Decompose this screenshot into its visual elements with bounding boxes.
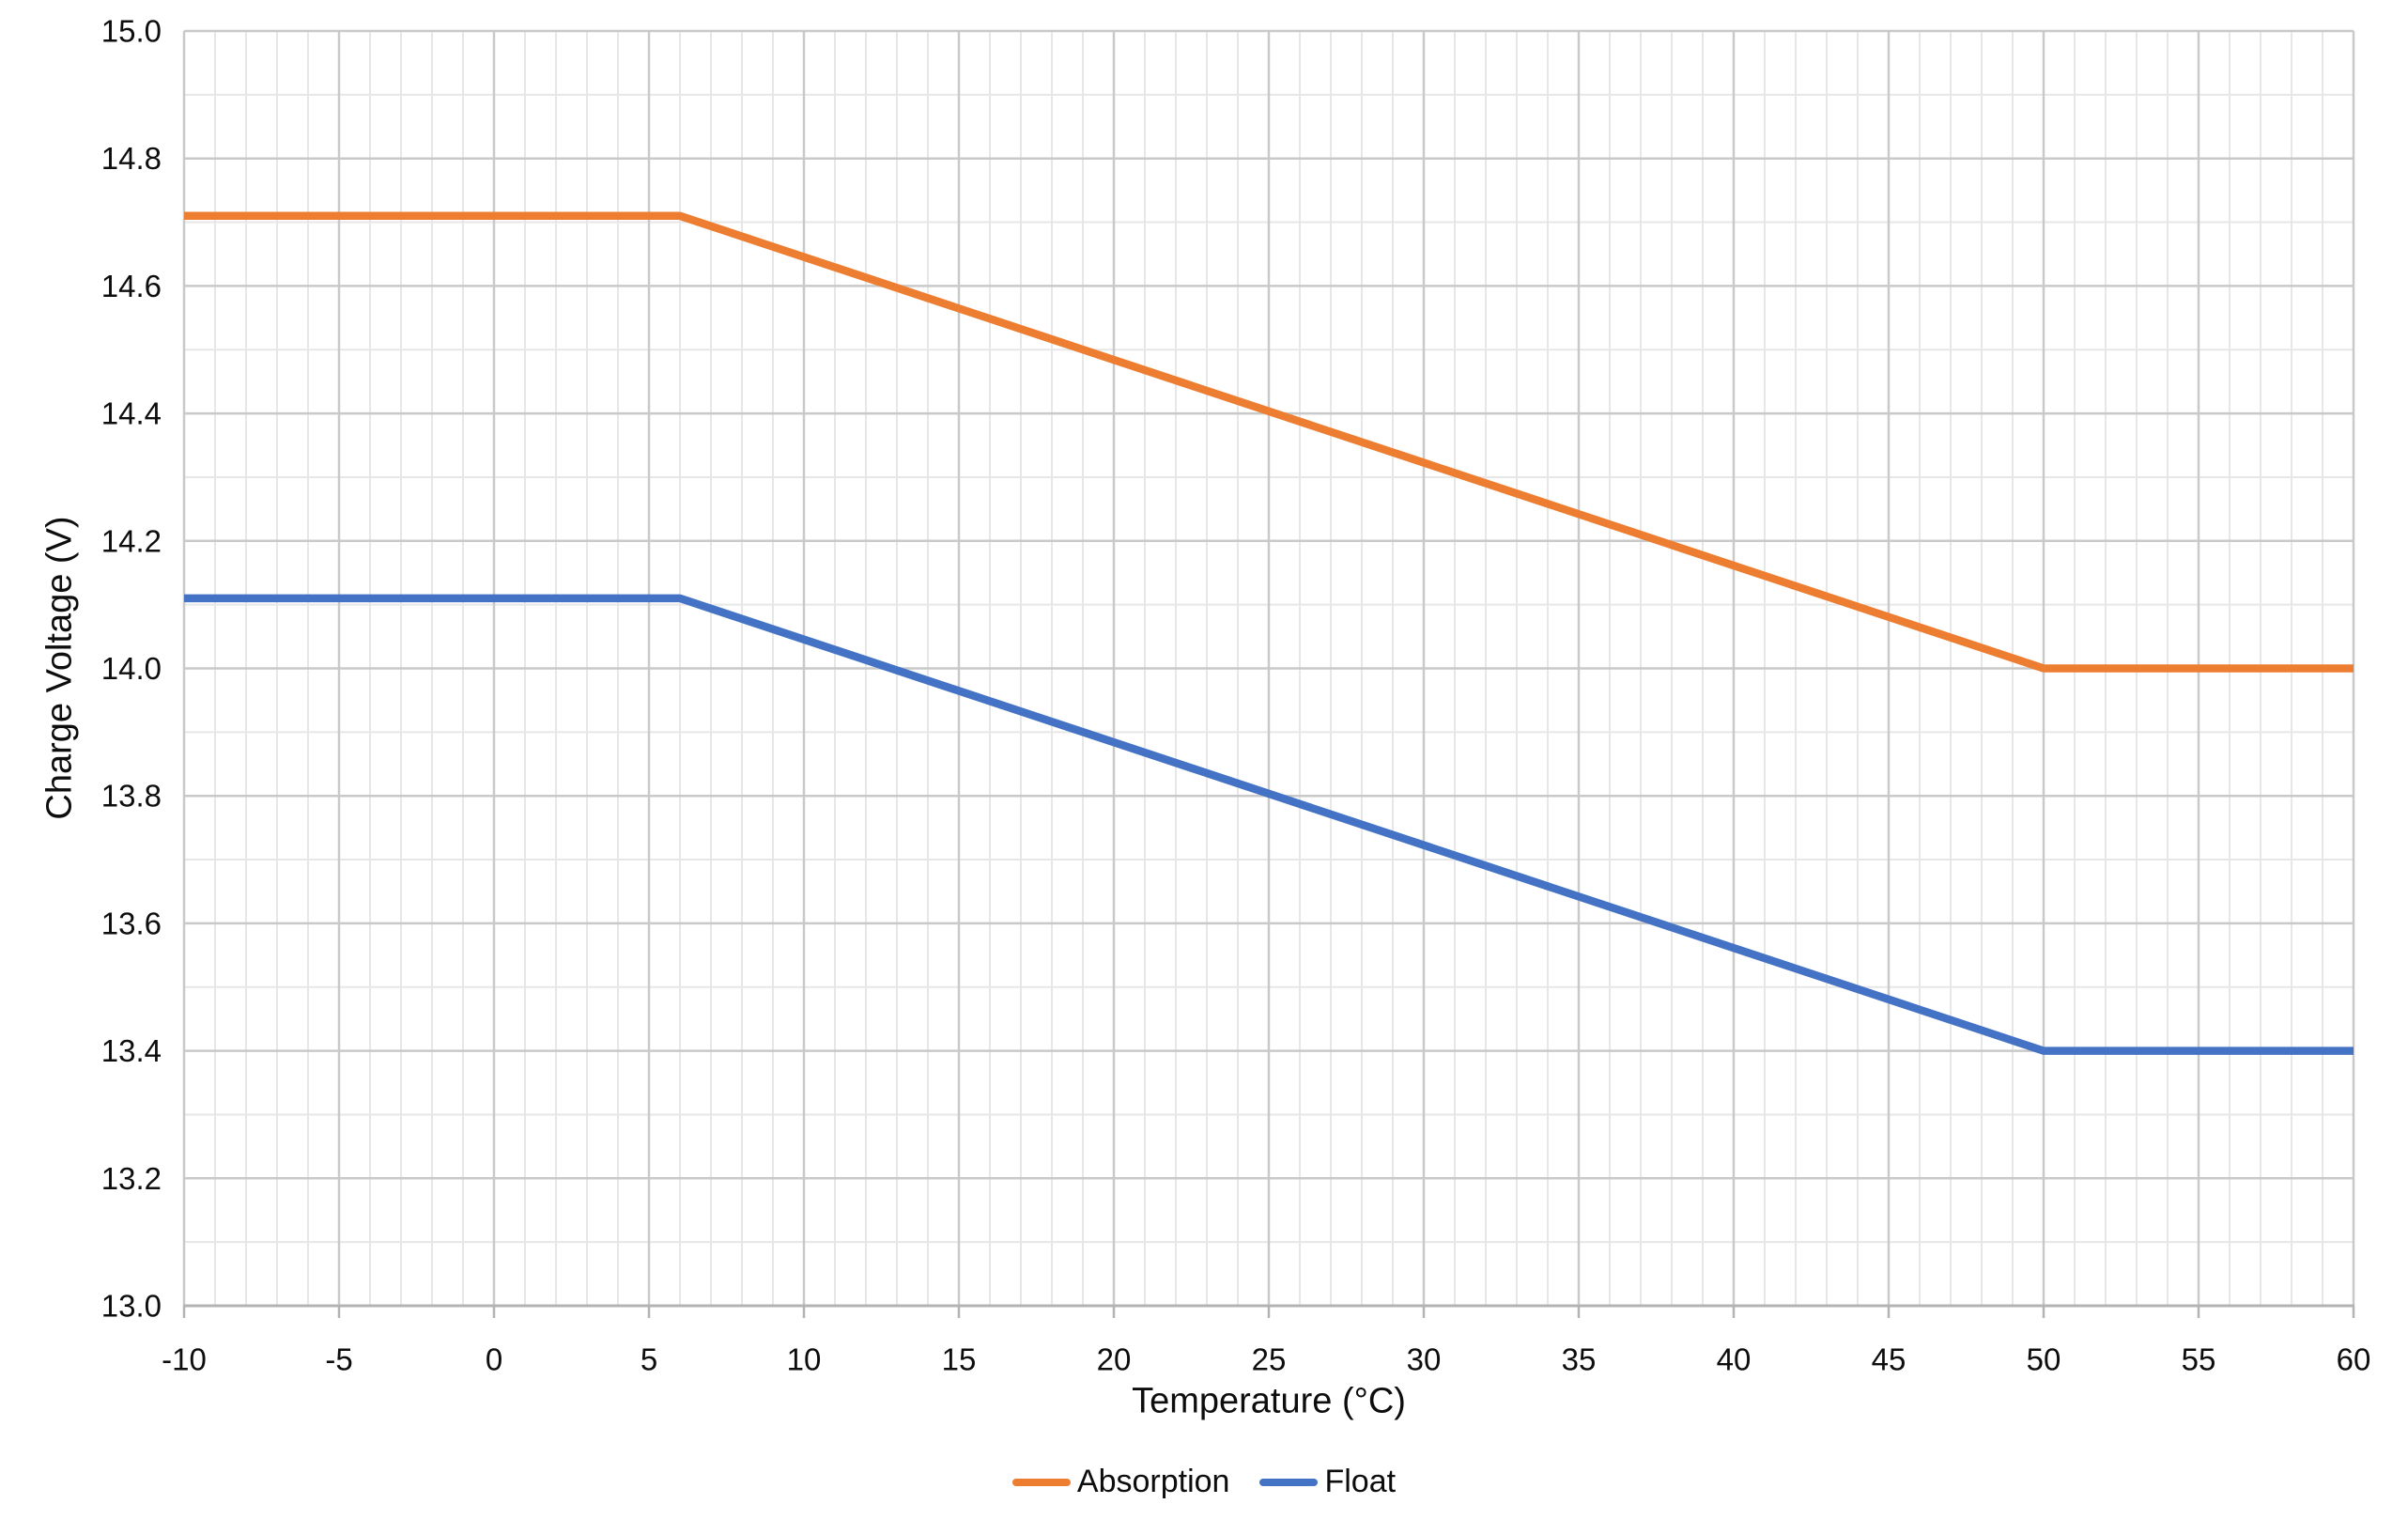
x-tick-label: 0 — [486, 1342, 502, 1377]
y-tick-label: 14.6 — [101, 269, 162, 303]
x-tick-label: -10 — [162, 1342, 207, 1377]
y-tick-label: 14.0 — [101, 651, 162, 686]
y-tick-label: 13.0 — [101, 1289, 162, 1324]
x-tick-label: 45 — [1872, 1342, 1906, 1377]
float-line — [184, 594, 2354, 1055]
x-tick-label: -5 — [325, 1342, 352, 1377]
legend-label-float: Float — [1324, 1464, 1397, 1499]
x-tick-label: 35 — [1562, 1342, 1597, 1377]
legend-item-absorption[interactable]: Absorption — [1011, 1464, 1230, 1500]
x-tick-label: 60 — [2337, 1342, 2371, 1377]
y-tick-label: 13.6 — [101, 906, 162, 940]
absorption-line-swatch — [1011, 1478, 1071, 1486]
x-tick-label: 20 — [1097, 1342, 1132, 1377]
x-tick-label: 25 — [1252, 1342, 1287, 1377]
x-tick-label: 40 — [1717, 1342, 1752, 1377]
x-tick-label: 15 — [942, 1342, 977, 1377]
x-axis-title: Temperature (°C) — [1132, 1381, 1406, 1421]
float-line-swatch — [1259, 1478, 1319, 1486]
y-tick-label: 14.2 — [101, 523, 162, 558]
x-tick-label: 50 — [2027, 1342, 2061, 1377]
x-tick-label: 5 — [641, 1342, 657, 1377]
legend-item-float[interactable]: Float — [1259, 1464, 1396, 1500]
x-tick-label: 10 — [787, 1342, 822, 1377]
y-tick-label: 13.4 — [101, 1033, 162, 1068]
x-tick-label: 55 — [2182, 1342, 2216, 1377]
y-axis-title: Charge Voltage (V) — [39, 516, 80, 820]
y-tick-label: 14.8 — [101, 141, 162, 176]
y-tick-label: 13.8 — [101, 779, 162, 814]
y-tick-label: 15.0 — [101, 14, 162, 49]
legend-label-absorption: Absorption — [1076, 1464, 1230, 1499]
x-tick-label: 30 — [1407, 1342, 1442, 1377]
absorption-line — [184, 211, 2354, 673]
y-tick-label: 13.2 — [101, 1161, 162, 1196]
legend: Absorption Float — [0, 1464, 2408, 1500]
y-tick-label: 14.4 — [101, 396, 162, 431]
